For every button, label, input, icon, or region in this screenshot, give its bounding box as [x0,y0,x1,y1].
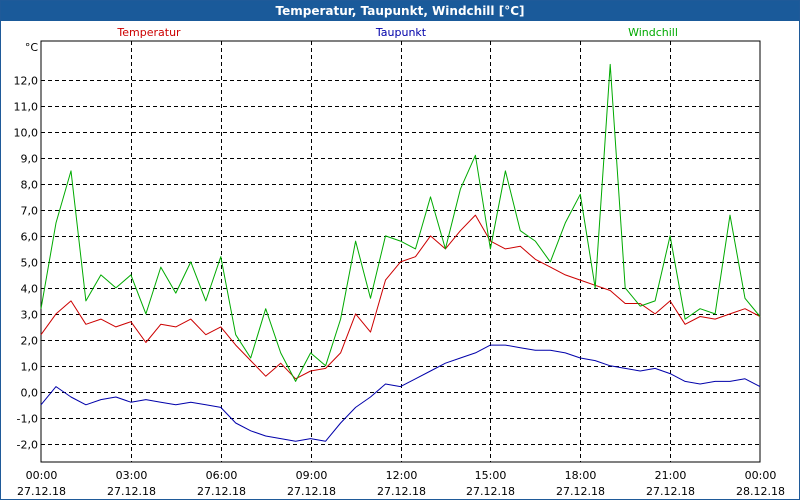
x-tick-date-label: 27.12.18 [107,485,156,498]
y-tick-label: 4,0 [21,283,39,296]
x-tick-date-label: 27.12.18 [17,485,66,498]
x-tick-time-label: 18:00 [565,469,597,482]
x-tick-time-label: 21:00 [655,469,687,482]
y-tick-label: 9,0 [21,153,39,166]
x-tick-time-label: 12:00 [386,469,418,482]
plot-area [40,40,761,463]
x-tick-date-label: 27.12.18 [466,485,515,498]
series-line-temperatur [40,214,761,380]
legend-temperatur: Temperatur [116,26,181,39]
x-tick-time-label: 09:00 [296,469,328,482]
x-tick-date-label: 27.12.18 [646,485,695,498]
window-title: Temperatur, Taupunkt, Windchill [°C] [1,1,799,21]
y-tick-label: 6,0 [21,231,39,244]
y-tick-label: 2,0 [21,335,39,348]
y-tick-label: 0,0 [21,387,39,400]
legend-taupunkt: Taupunkt [375,26,427,39]
x-tick-date-label: 27.12.18 [377,485,426,498]
y-tick-label: 8,0 [21,179,39,192]
y-tick-label: 5,0 [21,257,39,270]
y-tick-label: -1,0 [17,413,38,426]
y-tick-label: 10,0 [14,127,39,140]
x-tick-time-label: 00:00 [745,469,777,482]
series-line-taupunkt [40,344,761,442]
x-tick-date-label: 27.12.18 [287,485,336,498]
y-tick-label: 1,0 [21,361,39,374]
x-tick-time-label: 03:00 [116,469,148,482]
x-tick-time-label: 06:00 [206,469,238,482]
y-tick-label: 7,0 [21,205,39,218]
y-axis-unit: °C [25,41,39,54]
y-tick-label: 11,0 [14,101,39,114]
x-tick-time-label: 15:00 [475,469,507,482]
legend-windchill: Windchill [628,26,678,39]
x-tick-date-label: 28.12.18 [736,485,785,498]
x-tick-date-label: 27.12.18 [197,485,246,498]
y-tick-label: 12,0 [14,75,39,88]
y-tick-label: 3,0 [21,309,39,322]
x-tick-date-label: 27.12.18 [556,485,605,498]
x-tick-time-label: 00:00 [26,469,58,482]
y-tick-label: -2,0 [17,439,38,452]
series-line-windchill [40,63,761,382]
